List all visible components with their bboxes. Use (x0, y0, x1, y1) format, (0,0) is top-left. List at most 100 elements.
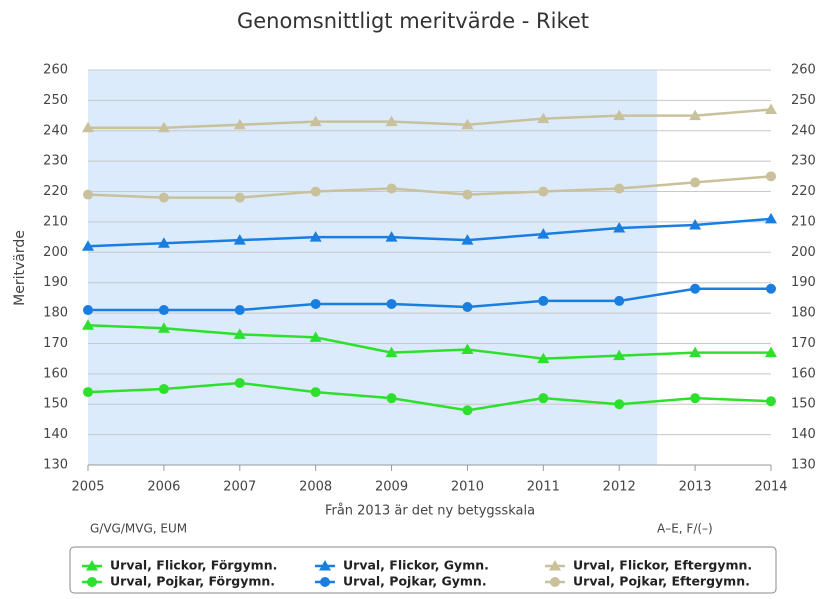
marker (614, 399, 625, 410)
series-line (88, 287, 771, 312)
annotation: G/VG/MVG, EUM (90, 522, 187, 536)
x-tick-label: 2011 (527, 480, 560, 495)
marker (158, 384, 169, 395)
marker (385, 231, 398, 242)
y2-tick-label: 250 (791, 93, 816, 108)
y2-tick-label: 240 (791, 123, 816, 138)
marker (310, 186, 321, 197)
marker (462, 302, 473, 312)
x-tick-label: 2005 (71, 480, 104, 495)
marker (83, 387, 93, 398)
y-tick-label: 130 (43, 458, 68, 473)
marker (386, 298, 397, 309)
marker (233, 234, 246, 245)
x-axis-label: Från 2013 är det ny betygsskala (325, 504, 535, 519)
y-tick-label: 160 (43, 366, 68, 381)
y2-tick-label: 230 (791, 154, 816, 169)
legend-label: Urval, Flickor, Förgymn. (110, 558, 277, 573)
marker (157, 121, 170, 133)
marker (549, 560, 561, 571)
marker (83, 305, 93, 316)
legend-box (69, 546, 777, 594)
marker (613, 349, 626, 361)
marker (689, 109, 702, 121)
marker (461, 234, 474, 245)
marker (309, 115, 322, 127)
x-tick-label: 2010 (451, 480, 484, 495)
y-tick-label: 210 (43, 214, 68, 229)
marker (765, 103, 777, 114)
marker (309, 231, 322, 242)
chart-title: Genomsnittligt meritvärde - Riket (237, 9, 589, 33)
marker (689, 346, 702, 358)
y2-tick-label: 260 (791, 63, 816, 78)
x-tick-label: 2006 (147, 480, 180, 495)
y-tick-label: 180 (43, 306, 68, 321)
series-line (87, 323, 771, 360)
y2-tick-label: 220 (791, 184, 816, 199)
x-tick-label: 2008 (299, 480, 332, 495)
marker (550, 577, 560, 587)
marker (766, 283, 776, 294)
legend-label: Urval, Pojkar, Gymn. (343, 574, 487, 589)
marker (234, 305, 245, 316)
y2-tick-label: 180 (791, 306, 816, 321)
marker (538, 186, 549, 197)
y2-tick-label: 190 (791, 275, 816, 290)
y-axis-label: Meritvärde (12, 230, 28, 306)
marker (765, 212, 777, 224)
marker (462, 189, 473, 200)
marker (461, 118, 474, 130)
y2-tick-label: 160 (791, 366, 816, 381)
x-tick-label: 2009 (375, 480, 408, 495)
marker (765, 346, 777, 358)
marker (233, 328, 246, 339)
marker (386, 393, 397, 404)
y-tick-label: 220 (43, 184, 68, 199)
plot-band (88, 70, 658, 465)
legend-label: Urval, Pojkar, Eftergymn. (573, 574, 750, 589)
y2-tick-label: 210 (791, 214, 816, 229)
marker (537, 228, 550, 239)
y2-tick-label: 200 (791, 245, 816, 260)
marker (385, 346, 398, 358)
y2-tick-label: 140 (791, 427, 816, 442)
legend-label: Urval, Pojkar, Förgymn. (110, 574, 275, 589)
x-tick-label: 2013 (679, 480, 712, 495)
legend-label: Urval, Flickor, Eftergymn. (573, 558, 752, 573)
marker (462, 405, 473, 416)
x-tick-label: 2014 (754, 480, 787, 495)
marker (157, 237, 170, 248)
annotation: A–E, F/(–) (657, 522, 713, 536)
marker (614, 295, 625, 306)
series-line (87, 381, 772, 412)
marker (87, 577, 97, 587)
y-tick-label: 190 (43, 275, 68, 290)
series-line (88, 108, 772, 129)
y-tick-label: 150 (43, 397, 68, 412)
marker (86, 560, 98, 571)
marker (766, 171, 776, 182)
y-tick-label: 250 (43, 93, 68, 108)
marker (538, 393, 549, 404)
marker (234, 192, 245, 203)
marker (537, 352, 550, 364)
marker (319, 560, 331, 571)
marker (320, 577, 330, 587)
marker (158, 192, 169, 203)
marker (234, 377, 245, 388)
marker (157, 322, 170, 333)
marker (386, 183, 397, 194)
marker (310, 298, 321, 309)
marker (158, 305, 169, 316)
marker (310, 387, 321, 398)
marker (690, 177, 701, 188)
y2-tick-label: 130 (791, 458, 816, 473)
series-line (87, 217, 772, 248)
marker (83, 189, 93, 200)
y-tick-label: 170 (43, 336, 68, 351)
y-tick-label: 200 (43, 245, 68, 260)
y-tick-label: 240 (43, 123, 68, 138)
marker (461, 343, 474, 355)
